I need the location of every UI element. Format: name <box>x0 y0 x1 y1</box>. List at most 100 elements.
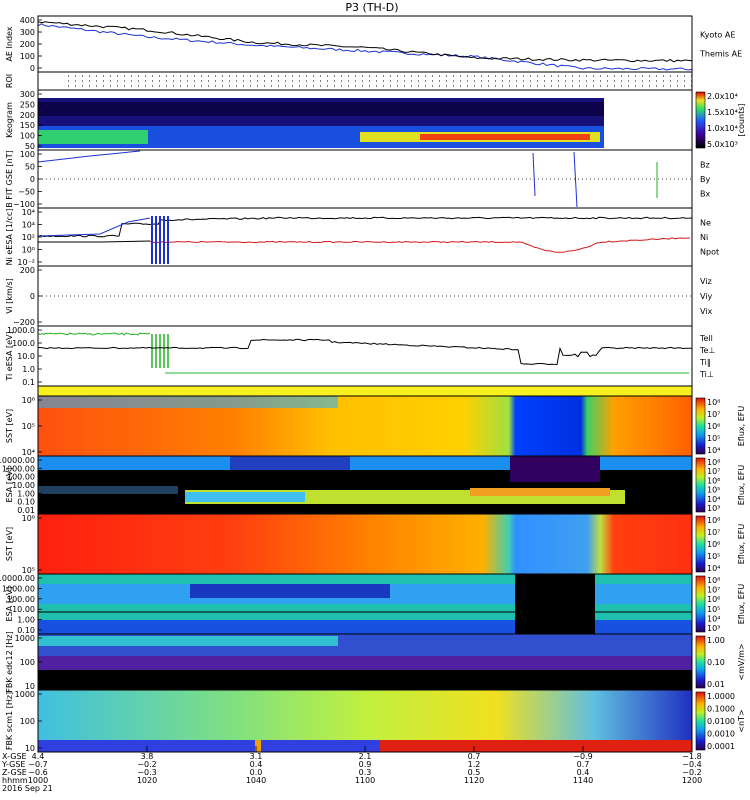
x-tick-label: 1140 <box>573 776 593 785</box>
y-tick-label: 10 <box>25 682 35 691</box>
x-tick-label: 1120 <box>464 776 484 785</box>
y-tick-label: 10.00 <box>12 481 35 490</box>
fbk-edc-cyan <box>38 636 338 646</box>
colorbar-label: 10⁴ <box>707 614 720 623</box>
series-line-tell <box>37 338 693 366</box>
x-tick-label: 1.2 <box>468 760 481 769</box>
legend-entry: By <box>700 175 710 184</box>
y-tick-label: 10⁴ <box>22 448 35 457</box>
y-tick-label: 10² <box>22 233 35 242</box>
fbk-scm-red <box>380 740 692 752</box>
colorbar-title: Eflux, EFU <box>737 406 746 447</box>
y-tick-label: 10⁶ <box>22 396 35 405</box>
y-tick-label: 10.00 <box>12 605 35 614</box>
colorbar <box>695 635 706 689</box>
colorbar-label: 10⁵ <box>707 486 720 495</box>
colorbar <box>695 397 706 455</box>
y-tick-label: 300 <box>20 28 35 37</box>
series-line-bx <box>37 150 141 163</box>
legend-entry: Npot <box>700 248 719 257</box>
colorbar-title: Eflux, EFU <box>737 465 746 506</box>
y-tick-label: 50 <box>25 163 35 172</box>
y-tick-label: 1000 <box>15 690 35 699</box>
x-tick-label: 4.4 <box>32 752 45 761</box>
y-tick-label: 10⁰ <box>22 246 35 255</box>
series-line-ti-para <box>37 332 151 336</box>
chart-title: P3 (TH-D) <box>345 1 398 14</box>
colorbar-label: 10⁷ <box>707 586 720 595</box>
x-tick-label: 0.4 <box>577 768 590 777</box>
y-tick-label: 10000.00 <box>0 456 35 465</box>
x-tick-label: 0.3 <box>359 768 372 777</box>
y-tick-label: 1.0 <box>22 365 35 374</box>
series-line-npot <box>37 217 151 237</box>
series-line-ni-low <box>38 240 151 243</box>
x-tick-label: −0.2 <box>682 768 701 777</box>
esa-i-gap <box>515 574 595 634</box>
strip-bar <box>38 386 692 396</box>
y-tick-label: 250 <box>20 100 35 109</box>
series-line-kyoto-ae <box>37 23 693 71</box>
esa-low-layer <box>38 486 178 494</box>
colorbar-label: 0.0010 <box>707 730 735 739</box>
y-tick-label: 100.00 <box>7 595 35 604</box>
colorbar-label: 10⁴ <box>707 564 720 573</box>
colorbar <box>695 691 706 751</box>
spectrogram-fill <box>38 514 692 574</box>
legend-entry: Bz <box>700 161 710 170</box>
colorbar-label: 10³ <box>707 624 720 633</box>
x-tick-label: 1200 <box>682 776 702 785</box>
series-line-themis-ae <box>37 21 693 63</box>
fbk-edc-mid <box>38 656 692 670</box>
y-axis-label: Ni eESA [1/cc] <box>5 209 14 266</box>
series-line-ne <box>149 237 691 253</box>
colorbar-title: <mV/m> <box>737 643 746 680</box>
colorbar-label: 10⁴ <box>707 495 720 504</box>
x-tick-label: −0.6 <box>28 768 47 777</box>
y-tick-label: 1000 <box>15 634 35 643</box>
colorbar-label: 10⁵ <box>707 605 720 614</box>
x-row-label: 2016 Sep 21 <box>2 784 53 793</box>
colorbar-label: 0.0100 <box>707 717 735 726</box>
legend-entry: Ti‖ <box>699 358 711 367</box>
y-tick-label: 150 <box>20 121 35 130</box>
y-tick-label: −100 <box>13 200 35 209</box>
x-tick-label: 2.1 <box>359 752 372 761</box>
colorbar <box>695 575 706 633</box>
panel-temperature <box>37 325 693 387</box>
y-axis-label: FBK scm1 [Hz] <box>5 692 14 750</box>
x-tick-label: 0.0 <box>250 768 263 777</box>
colorbar-label: 10⁷ <box>707 528 720 537</box>
y-tick-label: 0 <box>30 292 35 301</box>
esa-blue-band <box>185 492 305 502</box>
legend-entry: Ne <box>700 219 711 228</box>
legend-entry: Bx <box>700 190 710 199</box>
colorbar-label: 1.00 <box>707 636 725 645</box>
legend-entry: Ni <box>700 233 708 242</box>
colorbar-label: 1.0x10⁴ <box>707 124 738 133</box>
series-line-ni <box>37 216 693 238</box>
colorbar-label: 0.1000 <box>707 705 735 714</box>
y-tick-label: 10000.00 <box>0 574 35 583</box>
y-tick-label: 100 <box>20 658 35 667</box>
y-axis-label: ESA [eV] <box>5 468 14 503</box>
colorbar-label: 0.0001 <box>707 742 735 751</box>
colorbar-label: 1.0000 <box>707 692 735 701</box>
x-tick-label: 0.7 <box>468 752 481 761</box>
x-tick-label: −0.9 <box>573 752 592 761</box>
y-tick-label: 10⁴ <box>22 221 35 230</box>
panel-density <box>37 207 693 267</box>
legend-entry: Viz <box>700 277 712 286</box>
y-tick-label: 100 <box>20 132 35 141</box>
x-tick-label: −0.3 <box>137 768 156 777</box>
x-tick-label: 1020 <box>137 776 157 785</box>
sst-top-layer <box>38 396 338 408</box>
colorbar <box>695 91 706 149</box>
colorbar-label: 10⁵ <box>707 434 720 443</box>
x-tick-label: 1100 <box>355 776 375 785</box>
y-tick-label: 1000.0 <box>7 326 35 335</box>
y-tick-label: 0.10 <box>17 626 35 635</box>
